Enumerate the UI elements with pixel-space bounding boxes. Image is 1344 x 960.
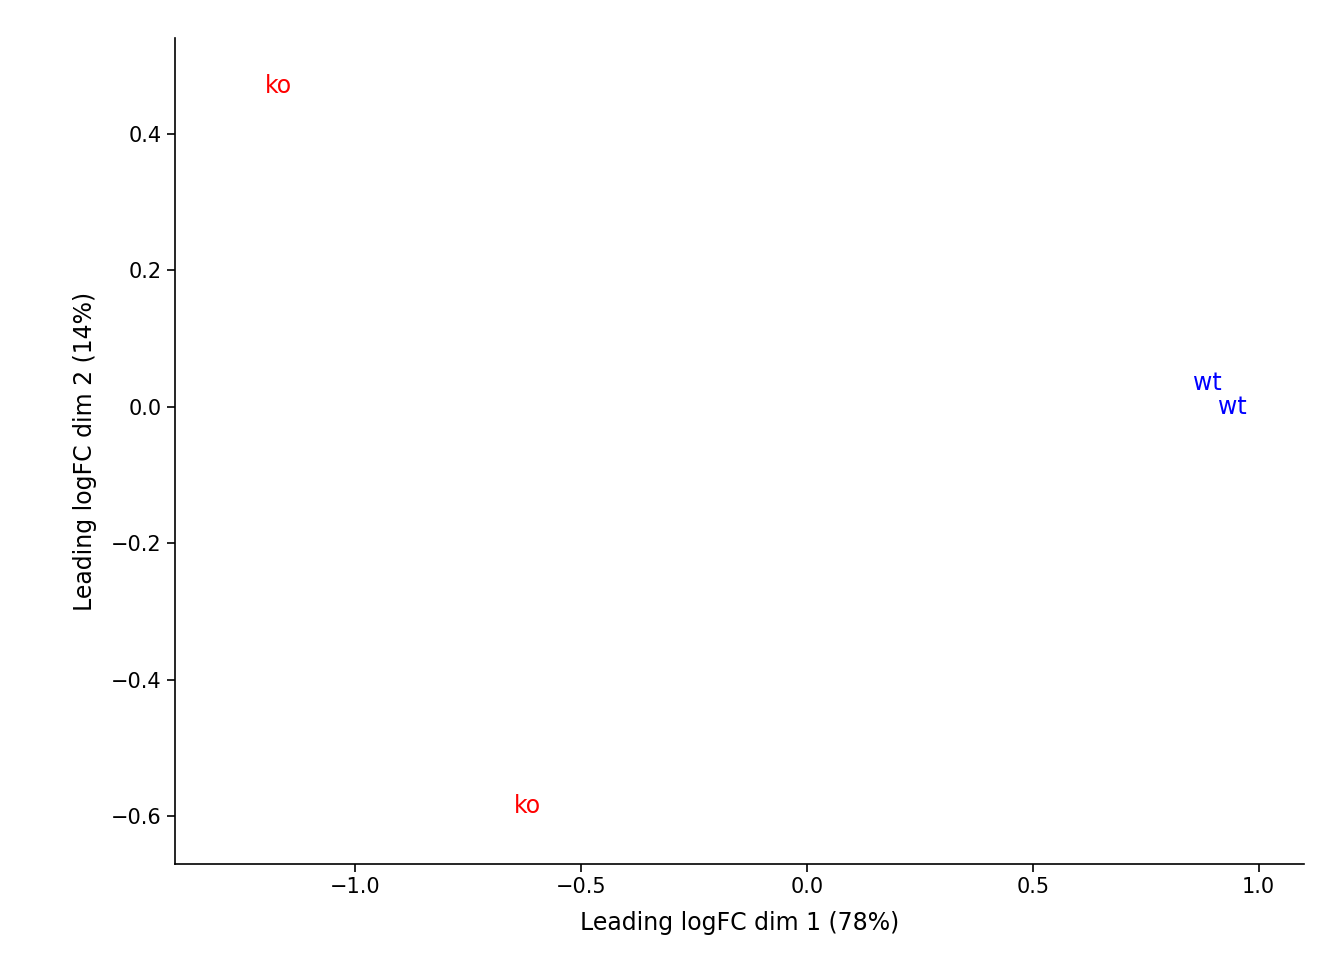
Text: ko: ko xyxy=(513,794,540,818)
Text: ko: ko xyxy=(265,74,292,98)
Text: wt: wt xyxy=(1218,395,1247,419)
X-axis label: Leading logFC dim 1 (78%): Leading logFC dim 1 (78%) xyxy=(579,911,899,935)
Text: wt: wt xyxy=(1193,371,1222,395)
Y-axis label: Leading logFC dim 2 (14%): Leading logFC dim 2 (14%) xyxy=(73,292,97,611)
